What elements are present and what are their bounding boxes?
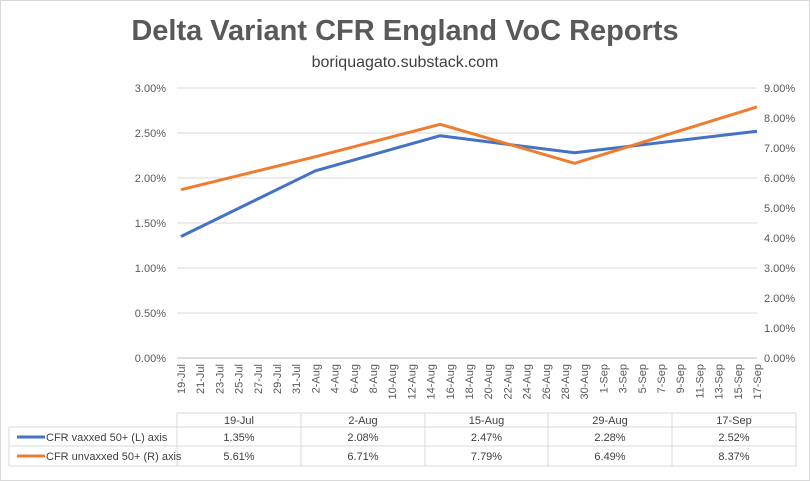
x-tick-label: 5-Sep (637, 364, 649, 393)
y-right-tick-label: 1.00% (764, 323, 795, 335)
table-value-cell: 2.52% (718, 432, 749, 444)
x-tick-label: 8-Aug (368, 364, 380, 393)
x-tick-label: 24-Aug (522, 364, 534, 399)
table-value-cell: 6.49% (594, 451, 625, 463)
y-left-tick-label: 1.50% (135, 218, 166, 230)
x-tick-label: 17-Sep (752, 364, 764, 399)
table-header-cell: 17-Sep (716, 415, 751, 427)
x-tick-label: 7-Sep (656, 364, 668, 393)
y-left-tick-label: 3.00% (135, 83, 166, 95)
x-tick-label: 9-Sep (675, 364, 687, 393)
x-tick-label: 15-Sep (733, 364, 745, 399)
x-tick-label: 13-Sep (714, 364, 726, 399)
y-left-tick-label: 0.00% (135, 353, 166, 365)
x-tick-label: 4-Aug (330, 364, 342, 393)
x-tick-label: 28-Aug (560, 364, 572, 399)
x-tick-label: 14-Aug (426, 364, 438, 399)
table-value-cell: 8.37% (718, 451, 749, 463)
x-tick-label: 23-Jul (214, 364, 226, 394)
table-value-cell: 1.35% (223, 432, 254, 444)
x-tick-label: 30-Aug (579, 364, 591, 399)
x-tick-label: 12-Aug (406, 364, 418, 399)
y-left-tick-label: 2.00% (135, 173, 166, 185)
table-value-cell: 2.28% (594, 432, 625, 444)
y-right-tick-label: 6.00% (764, 173, 795, 185)
table-value-cell: 7.79% (471, 451, 502, 463)
x-tick-label: 19-Jul (176, 364, 188, 394)
y-left-tick-label: 2.50% (135, 128, 166, 140)
y-right-tick-label: 9.00% (764, 83, 795, 95)
x-tick-label: 25-Jul (234, 364, 246, 394)
legend-label: CFR unvaxxed 50+ (R) axis (46, 451, 182, 463)
x-tick-label: 20-Aug (483, 364, 495, 399)
y-right-tick-label: 4.00% (764, 233, 795, 245)
table-value-cell: 2.47% (471, 432, 502, 444)
x-tick-label: 11-Sep (694, 364, 706, 399)
y-left-tick-label: 0.50% (135, 308, 166, 320)
x-tick-label: 16-Aug (445, 364, 457, 399)
x-tick-label: 6-Aug (349, 364, 361, 393)
x-tick-label: 31-Jul (291, 364, 303, 394)
x-tick-label: 18-Aug (464, 364, 476, 399)
x-tick-label: 3-Sep (618, 364, 630, 393)
x-tick-label: 22-Aug (502, 364, 514, 399)
x-tick-label: 26-Aug (541, 364, 553, 399)
x-tick-label: 2-Aug (310, 364, 322, 393)
y-right-tick-label: 5.00% (764, 203, 795, 215)
table-header-cell: 15-Aug (469, 415, 504, 427)
y-right-tick-label: 0.00% (764, 353, 795, 365)
y-right-tick-label: 3.00% (764, 263, 795, 275)
x-tick-label: 27-Jul (253, 364, 265, 394)
chart-subtitle: boriquagato.substack.com (312, 54, 499, 71)
x-tick-label: 29-Jul (272, 364, 284, 394)
chart-title: Delta Variant CFR England VoC Reports (131, 15, 678, 47)
y-right-tick-label: 2.00% (764, 293, 795, 305)
table-header-cell: 2-Aug (348, 415, 377, 427)
table-value-cell: 2.08% (347, 432, 378, 444)
y-right-tick-label: 7.00% (764, 143, 795, 155)
series-line-unvaxxed (180, 105, 758, 192)
x-tick-label: 21-Jul (195, 364, 207, 394)
x-tick-label: 10-Aug (387, 364, 399, 399)
table-value-cell: 5.61% (223, 451, 254, 463)
table-value-cell: 6.71% (347, 451, 378, 463)
y-left-tick-label: 1.00% (135, 263, 166, 275)
y-right-tick-label: 8.00% (764, 113, 795, 125)
legend-label: CFR vaxxed 50+ (L) axis (46, 432, 168, 444)
x-tick-label: 1-Sep (598, 364, 610, 393)
table-header-cell: 19-Jul (224, 415, 254, 427)
table-header-cell: 29-Aug (592, 415, 627, 427)
